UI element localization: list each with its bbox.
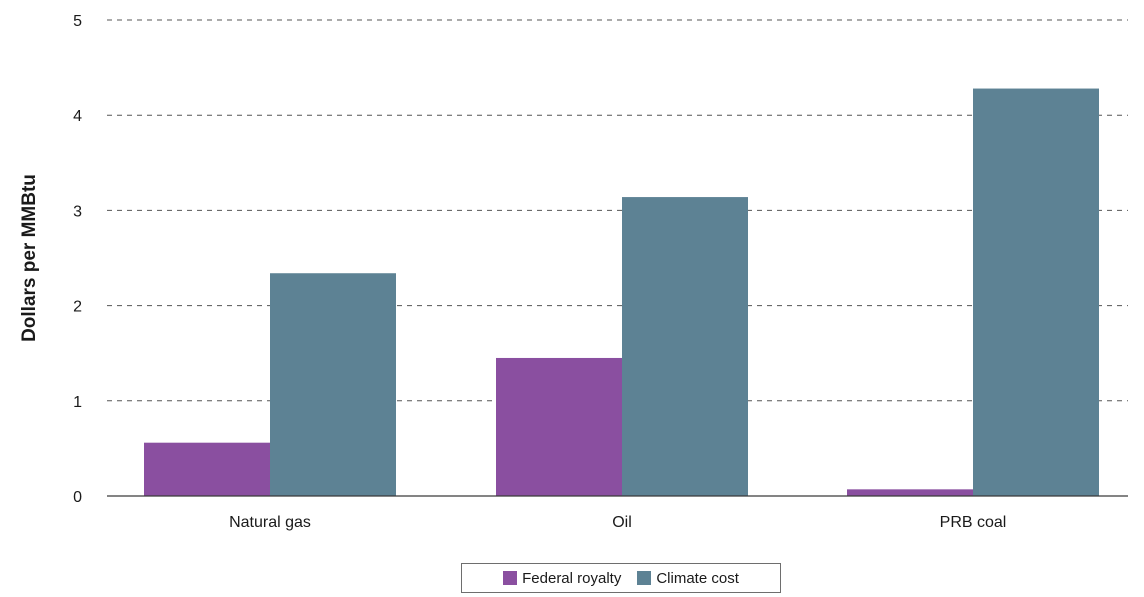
legend-swatch-federal-royalty	[503, 571, 518, 585]
y-tick-label: 5	[73, 13, 82, 30]
x-tick-label-natural-gas: Natural gas	[229, 514, 311, 531]
y-tick-label: 3	[73, 203, 82, 220]
bar-federal-royalty-prb-coal	[847, 489, 973, 496]
y-axis-label: Dollars per MMBtu	[19, 174, 40, 342]
legend-item-climate-cost: Climate cost	[637, 570, 739, 587]
bar-federal-royalty-oil	[496, 357, 622, 496]
x-tick-label-oil: Oil	[612, 514, 632, 531]
legend-item-federal-royalty: Federal royalty	[503, 570, 621, 587]
y-tick-label: 1	[73, 394, 82, 411]
axes: 0 1 2 3 4 5 Natural gas Oil PRB coal	[73, 13, 1128, 531]
x-tick-label-prb-coal: PRB coal	[940, 514, 1007, 531]
legend-swatch-climate-cost	[637, 571, 652, 585]
y-tick-label: 2	[73, 299, 82, 316]
bar-climate-cost-oil	[622, 197, 748, 496]
bar-climate-cost-prb-coal	[973, 88, 1099, 496]
legend-label-federal-royalty: Federal royalty	[522, 569, 622, 587]
y-tick-label: 4	[73, 108, 82, 125]
y-tick-label: 0	[73, 489, 82, 506]
legend-label-climate-cost: Climate cost	[656, 569, 739, 587]
bar-climate-cost-natural-gas	[270, 273, 396, 496]
bars	[144, 88, 1099, 496]
legend: Federal royalty Climate cost	[461, 563, 781, 593]
bar-federal-royalty-natural-gas	[144, 442, 270, 496]
